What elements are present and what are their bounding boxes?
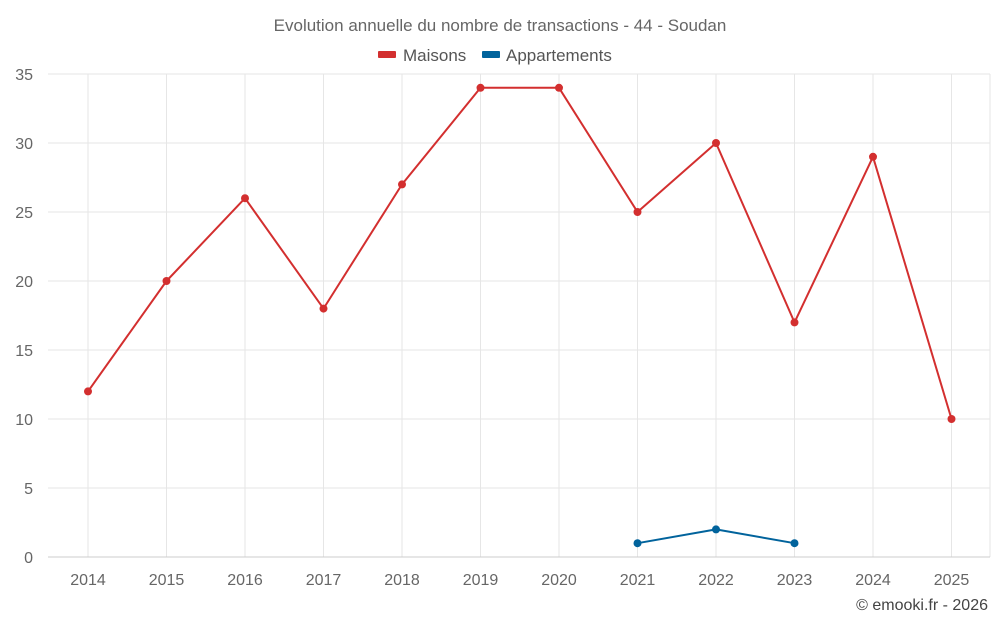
x-tick-label: 2014 bbox=[70, 572, 106, 589]
x-tick-label: 2015 bbox=[149, 572, 185, 589]
data-point[interactable] bbox=[712, 525, 720, 534]
x-tick-label: 2020 bbox=[541, 572, 577, 589]
data-point[interactable] bbox=[712, 139, 720, 147]
series-appartements bbox=[633, 525, 799, 548]
y-tick-label: 20 bbox=[15, 274, 33, 291]
x-gridlines bbox=[87, 74, 991, 557]
y-tick-label: 25 bbox=[15, 205, 33, 222]
x-tick-label: 2024 bbox=[855, 572, 891, 589]
x-tick-label: 2021 bbox=[620, 572, 656, 589]
data-point[interactable] bbox=[790, 318, 799, 327]
x-tick-label: 2019 bbox=[463, 572, 499, 589]
y-tick-label: 15 bbox=[15, 343, 33, 360]
x-axis-tick-labels: 2014 2015 2016 2017 2018 2019 2020 2021 2022 2023… bbox=[70, 572, 969, 589]
legend-label: Appartements bbox=[506, 46, 612, 65]
x-tick-label: 2025 bbox=[934, 572, 970, 589]
x-tick-label: 2023 bbox=[777, 572, 813, 589]
y-tick-label: 30 bbox=[15, 136, 33, 153]
series-maisons bbox=[84, 83, 956, 423]
x-tick-label: 2017 bbox=[306, 572, 342, 589]
data-point[interactable] bbox=[555, 83, 563, 92]
y-gridlines bbox=[48, 73, 990, 489]
data-point[interactable] bbox=[947, 415, 956, 423]
legend-swatch bbox=[482, 51, 500, 58]
series-layer bbox=[84, 83, 956, 548]
x-tick-label: 2022 bbox=[698, 572, 734, 589]
legend-label: Maisons bbox=[403, 46, 466, 65]
y-tick-label: 35 bbox=[15, 67, 33, 84]
y-tick-label: 10 bbox=[15, 412, 33, 429]
data-point[interactable] bbox=[84, 387, 92, 396]
legend-swatch bbox=[378, 51, 396, 58]
data-point[interactable] bbox=[633, 539, 642, 548]
legend-item-appartements[interactable]: Appartements bbox=[482, 46, 612, 65]
data-point[interactable] bbox=[319, 304, 328, 313]
y-tick-label: 5 bbox=[24, 481, 33, 498]
y-tick-label: 0 bbox=[24, 550, 33, 567]
data-point[interactable] bbox=[241, 194, 249, 203]
series-line bbox=[87, 86, 953, 420]
data-point[interactable] bbox=[162, 277, 171, 285]
data-point[interactable] bbox=[398, 180, 406, 189]
y-axis-tick-labels: 0 5 10 15 20 25 30 35 bbox=[15, 67, 33, 567]
legend-item-maisons[interactable]: Maisons bbox=[378, 46, 466, 65]
chart-title: Evolution annuelle du nombre de transact… bbox=[274, 16, 727, 35]
x-tick-label: 2016 bbox=[227, 572, 263, 589]
data-point[interactable] bbox=[869, 152, 877, 161]
data-point[interactable] bbox=[633, 208, 642, 216]
data-point[interactable] bbox=[476, 83, 485, 92]
credit-text: © emooki.fr - 2026 bbox=[856, 597, 988, 614]
x-tick-label: 2018 bbox=[384, 572, 420, 589]
legend: Maisons Appartements bbox=[378, 46, 612, 65]
data-point[interactable] bbox=[790, 539, 799, 548]
